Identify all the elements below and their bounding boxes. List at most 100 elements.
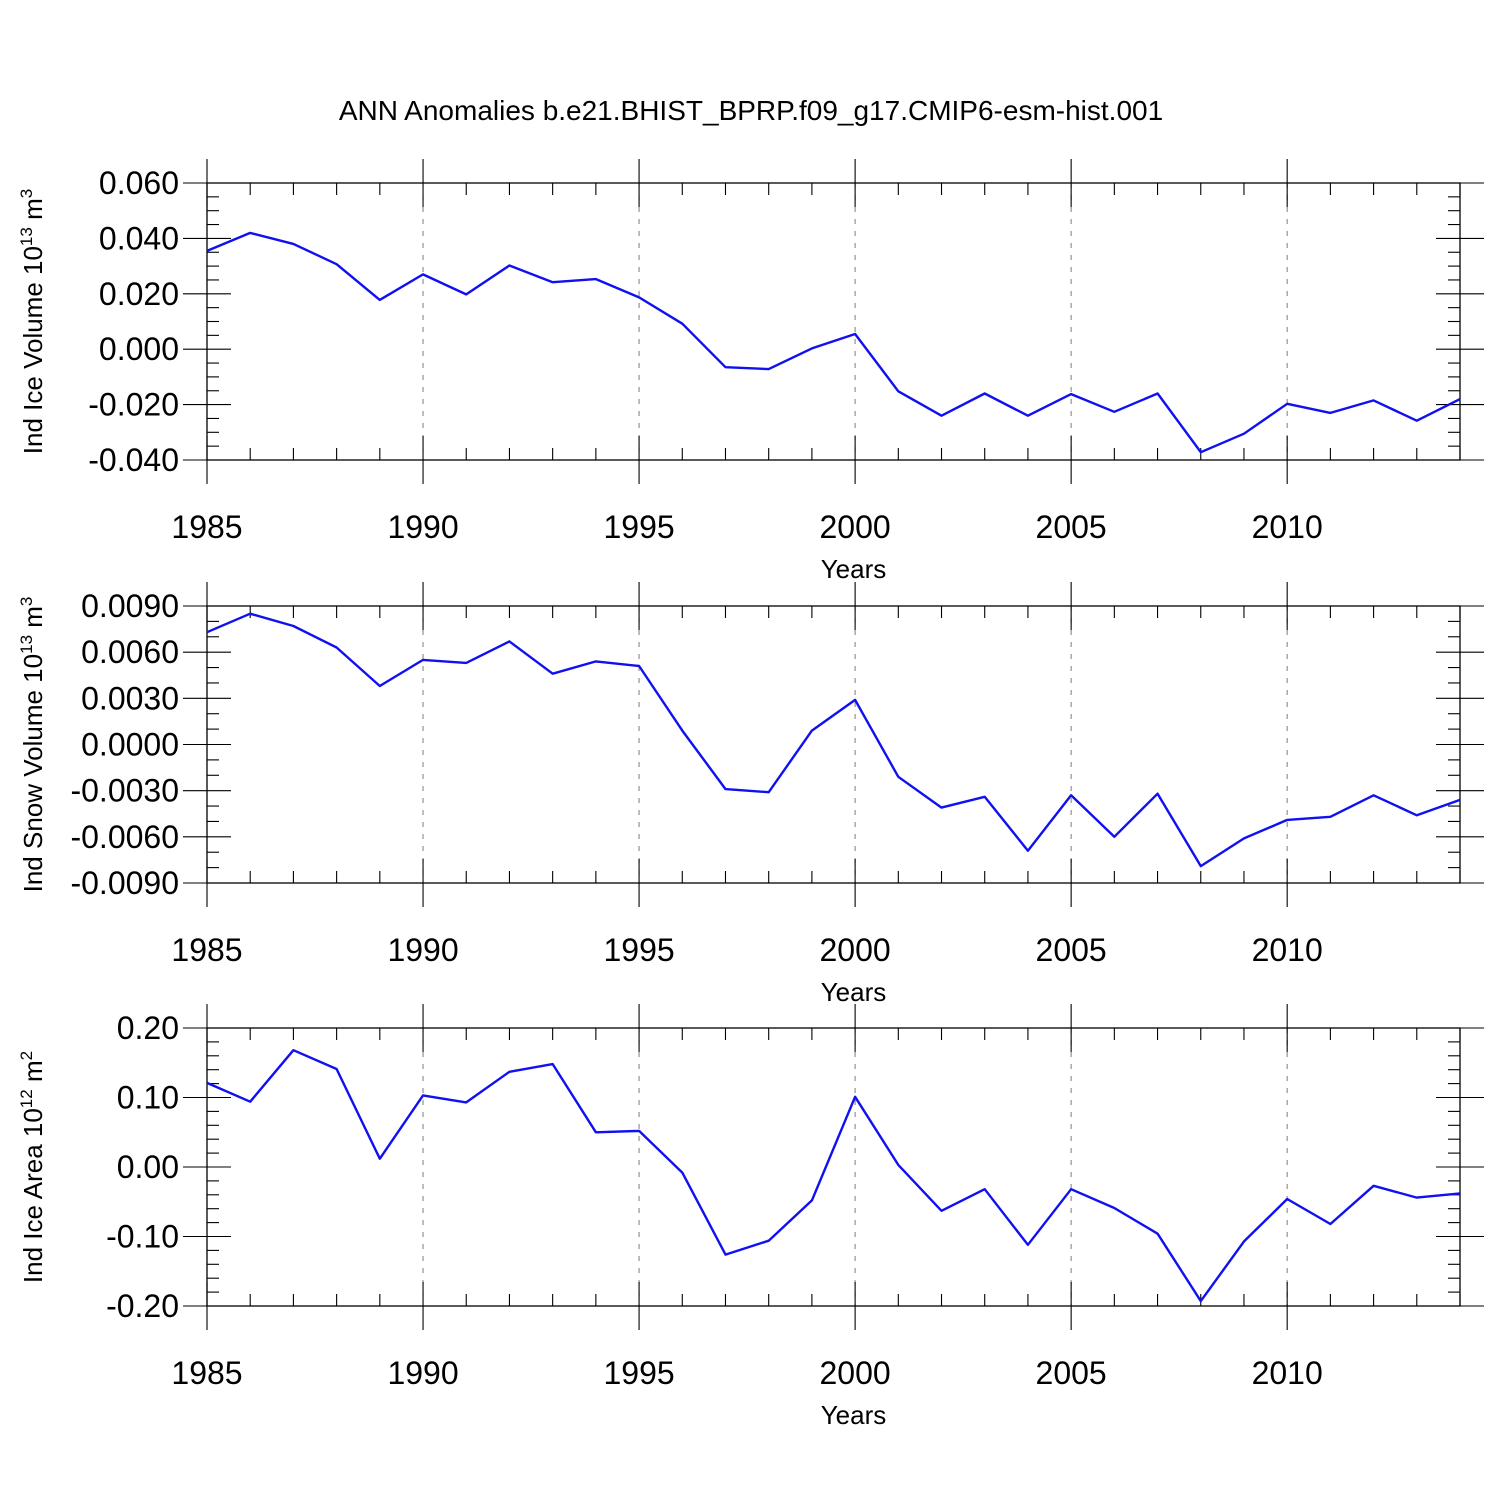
data-point [1329,412,1331,414]
data-point [465,1101,467,1103]
y-axis-title-exp: 12 [17,1089,36,1108]
y-axis-title-unit-exp: 3 [17,189,36,198]
data-point [1156,392,1158,394]
data-point [292,1049,294,1051]
data-point [638,296,640,298]
y-axis-title-exp: 13 [17,635,36,654]
data-point [768,1240,770,1242]
data-point [897,776,899,778]
x-axis-title: Years [821,977,887,1007]
y-axis-title-main: Ind Ice Volume 10 [18,246,48,454]
data-point [379,1158,381,1160]
data-point [1156,793,1158,795]
data-point [854,699,856,701]
y-axis-title-unit-exp: 2 [17,1051,36,1060]
series-line [206,231,1461,454]
data-point [940,415,942,417]
data-point [249,613,251,615]
data-point [1372,794,1374,796]
data-point [1243,433,1245,435]
data-point [1113,411,1115,413]
data-point [552,281,554,283]
x-tick-label: 1995 [603,509,674,545]
data-point [335,646,337,648]
y-axis-title-main: Ind Ice Area 10 [18,1108,48,1283]
x-tick-label: 2005 [1036,932,1107,968]
x-tick-label: 1995 [603,1355,674,1391]
data-point [854,1096,856,1098]
y-axis-title-unit: m [18,1060,48,1089]
data-point [1329,816,1331,818]
data-point [1243,837,1245,839]
data-point [1286,403,1288,405]
x-axis-title: Years [821,554,887,584]
data-point [292,243,294,245]
data-point [1200,865,1202,867]
data-point [292,625,294,627]
y-tick-label: 0.0090 [81,588,179,624]
x-tick-label: 1990 [387,509,458,545]
data-point [465,662,467,664]
y-axis-title-exp: 13 [17,227,36,246]
y-tick-label: 0.0030 [81,680,179,716]
data-point [1459,799,1461,801]
data-point [552,1063,554,1065]
data-point [1372,399,1374,401]
y-tick-label: 0.0060 [81,634,179,670]
data-point [638,665,640,667]
y-tick-label: -0.020 [88,387,179,423]
x-tick-label: 2010 [1252,932,1323,968]
data-point [897,390,899,392]
panel-1: 0.060 0.040 0.020 0.000 -0.020 -0.040 1985 1990… [17,159,1484,584]
series-line [206,612,1461,868]
x-tick-label: 2005 [1036,509,1107,545]
data-point [984,1188,986,1190]
data-point [940,1210,942,1212]
data-point [681,1171,683,1173]
data-point [1070,393,1072,395]
data-point [465,293,467,295]
data-point [984,392,986,394]
data-point [1113,836,1115,838]
data-point [1372,1185,1374,1187]
data-point [1200,1300,1202,1302]
panels: 0.060 0.040 0.020 0.000 -0.020 -0.040 1985 1990… [17,159,1484,1430]
data-point [508,640,510,642]
x-tick-label: 1995 [603,932,674,968]
x-tick-label: 2000 [820,1355,891,1391]
data-point [1416,814,1418,816]
data-point [724,366,726,368]
y-tick-label: 0.040 [99,220,179,256]
data-point [1459,1192,1461,1194]
data-point [768,791,770,793]
data-point [249,232,251,234]
y-axis-title: Ind Ice Volume 1013 m3 [17,189,48,454]
x-tick-label: 2010 [1252,509,1323,545]
data-point [1200,451,1202,453]
data-point [1243,1240,1245,1242]
data-point [595,278,597,280]
data-point [206,250,208,252]
data-point [508,1071,510,1073]
data-point [552,673,554,675]
y-tick-label: -0.0090 [70,865,179,901]
y-axis-title-unit: m [18,606,48,635]
data-point [249,1101,251,1103]
x-tick-label: 1985 [171,1355,242,1391]
y-tick-label: -0.0030 [70,773,179,809]
data-point [1416,1196,1418,1198]
panel-3: 0.20 0.10 0.00 -0.10 -0.20 1985 1990 1995 2000 20… [17,1004,1484,1430]
series-line [206,1048,1461,1303]
x-tick-label: 2000 [820,932,891,968]
data-point [724,788,726,790]
data-point [724,1253,726,1255]
data-point [379,685,381,687]
data-point [1027,415,1029,417]
y-tick-label: 0.00 [117,1149,179,1185]
data-point [422,1094,424,1096]
y-tick-label: -0.20 [106,1288,179,1324]
data-point [379,299,381,301]
data-point [681,323,683,325]
data-point [508,264,510,266]
